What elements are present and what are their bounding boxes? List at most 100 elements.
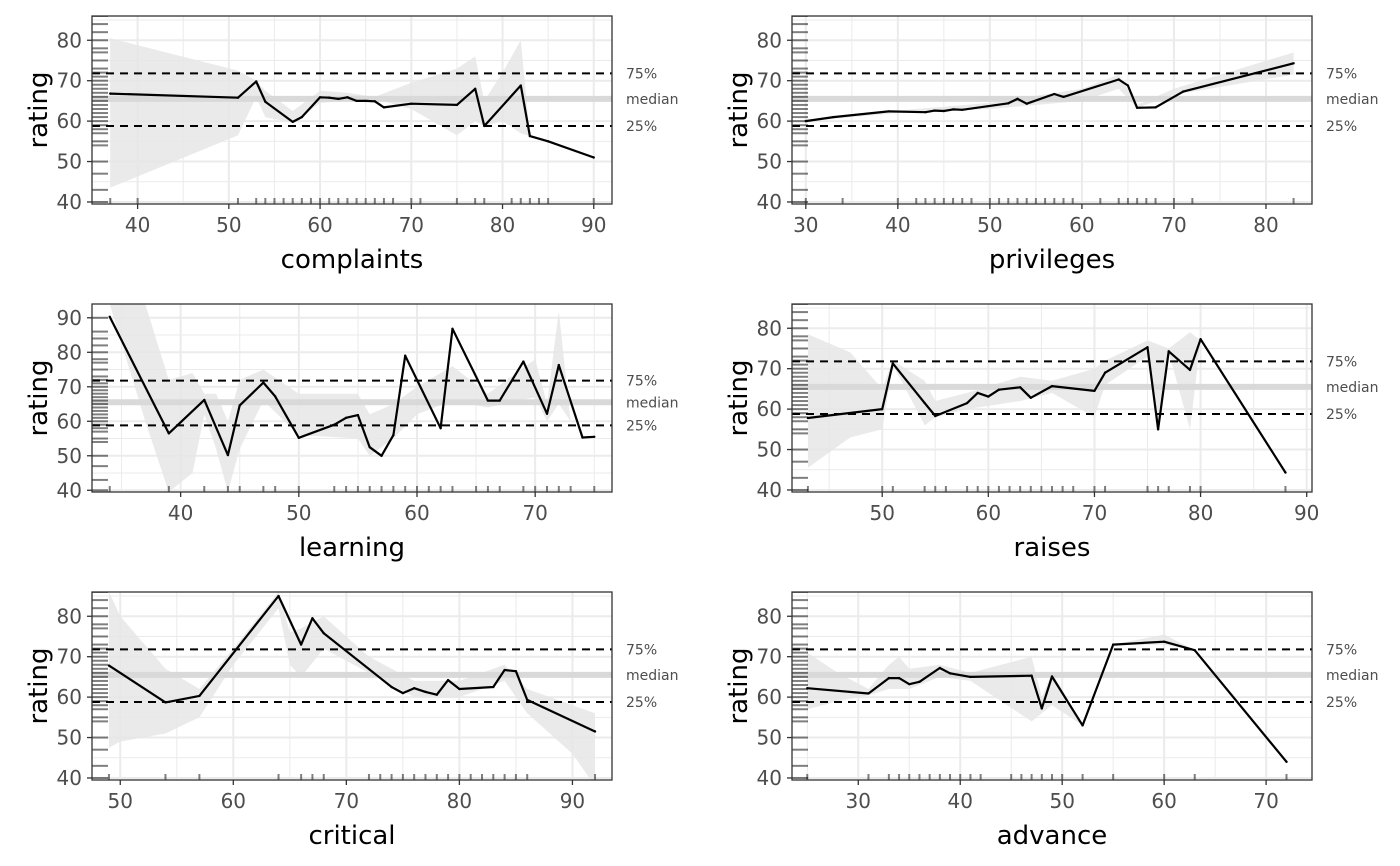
data-point (1126, 84, 1130, 87)
y-tick-label: 70 (757, 357, 782, 381)
ref-line-label: 25% (626, 119, 657, 135)
panel-advance: 30 40 50 60 70 40 50 60 70 80 75% median 25% advance r… (724, 591, 1378, 851)
data-point (514, 670, 518, 673)
y-tick-label: 70 (757, 645, 782, 669)
y-tick-label: 90 (57, 306, 82, 330)
x-tick-label: 50 (869, 501, 894, 525)
x-tick-label: 30 (846, 789, 871, 813)
data-point (451, 327, 454, 331)
y-axis-title: rating (724, 359, 754, 436)
data-point (203, 398, 206, 402)
x-tick-label: 50 (108, 789, 133, 813)
data-point (1111, 643, 1115, 646)
data-point (934, 414, 937, 418)
data-point (881, 407, 884, 411)
data-point (1025, 102, 1028, 105)
y-tick-label: 50 (757, 150, 782, 174)
data-point (109, 92, 112, 95)
data-point (380, 454, 383, 457)
data-point (1040, 707, 1044, 710)
data-point (424, 690, 427, 694)
x-tick-label: 60 (307, 213, 332, 237)
ref-line-label: 75% (1326, 642, 1357, 658)
data-point (1284, 471, 1287, 474)
data-point (483, 124, 486, 128)
panel-critical: 50 60 70 80 90 40 50 60 70 80 75% median 25% critical… (24, 591, 678, 851)
y-tick-label: 40 (57, 478, 82, 502)
data-point (951, 108, 955, 111)
y-tick-label: 60 (757, 685, 782, 709)
y-tick-label: 80 (57, 604, 82, 628)
data-point (299, 643, 303, 646)
y-axis-title: rating (24, 71, 54, 148)
confidence-band (805, 52, 1294, 122)
data-point (498, 399, 501, 402)
data-point (486, 399, 490, 402)
x-axis-title: privileges (989, 245, 1115, 275)
data-point (318, 96, 322, 99)
data-point (392, 433, 395, 437)
y-tick-label: 50 (757, 726, 782, 750)
plot-area (92, 592, 612, 780)
data-point (1154, 106, 1157, 109)
panel-raises: 50 60 70 80 90 40 50 60 70 80 75% median 25% raises ra… (724, 303, 1378, 563)
y-axis-title: rating (724, 71, 754, 148)
data-point (382, 106, 386, 109)
plot-area (92, 16, 612, 204)
data-point (226, 453, 230, 457)
data-point (918, 680, 921, 683)
data-point (255, 80, 258, 83)
x-tick-label: 70 (522, 501, 547, 525)
x-tick-label: 70 (1161, 213, 1186, 237)
data-point (1193, 649, 1196, 652)
grid (792, 16, 1312, 204)
y-tick-label: 60 (57, 685, 82, 709)
x-axis-title: critical (308, 821, 395, 851)
ref-line-label: 25% (626, 418, 657, 434)
data-point (546, 140, 550, 143)
x-tick-label: 70 (1253, 789, 1278, 813)
y-tick-label: 60 (57, 409, 82, 433)
series-line (807, 338, 1287, 474)
y-tick-label: 40 (57, 766, 82, 790)
data-point (1146, 346, 1149, 349)
series-line (108, 316, 595, 457)
data-point (455, 103, 459, 107)
data-point (1117, 78, 1120, 81)
data-point (291, 120, 294, 124)
ref-line-label: 25% (1326, 407, 1357, 423)
data-point (503, 668, 506, 672)
data-point (887, 676, 891, 680)
data-point (277, 594, 280, 598)
y-tick-label: 80 (57, 340, 82, 364)
data-point (492, 685, 495, 689)
data-point (987, 395, 990, 398)
y-tick-label: 60 (57, 109, 82, 133)
plot-area (792, 304, 1312, 492)
data-point (473, 87, 477, 90)
data-point (1062, 95, 1065, 99)
x-tick-label: 80 (490, 213, 515, 237)
data-point (1162, 640, 1166, 643)
x-tick-label: 90 (560, 789, 585, 813)
ref-line-label: median (626, 92, 678, 108)
series-line (110, 80, 595, 159)
panel-border (91, 591, 613, 781)
data-point (938, 666, 942, 670)
y-tick-label: 70 (57, 375, 82, 399)
y-tick-label: 80 (57, 28, 82, 52)
y-axis-title: rating (24, 647, 54, 724)
confidence-band (807, 332, 1201, 468)
panel-privileges: 30 40 50 60 70 80 40 50 60 70 80 75% median 25% privil… (724, 15, 1378, 275)
y-tick-label: 50 (57, 444, 82, 468)
x-axis-title: learning (299, 533, 405, 563)
data-point (1181, 90, 1185, 93)
x-tick-label: 60 (1151, 789, 1176, 813)
y-tick-label: 50 (57, 150, 82, 174)
x-tick-label: 60 (221, 789, 246, 813)
data-point (1135, 106, 1139, 109)
x-tick-label: 40 (948, 789, 973, 813)
data-point (327, 96, 331, 99)
data-point (519, 84, 522, 87)
